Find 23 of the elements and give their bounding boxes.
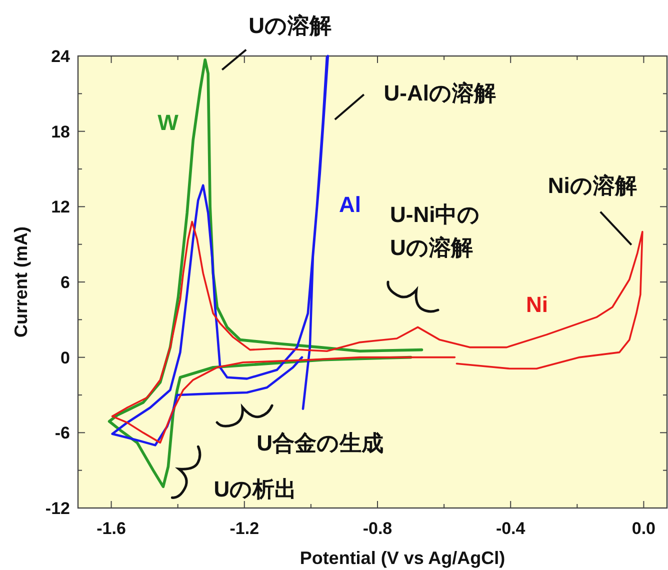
x-tick-label: -0.4 [496,519,526,538]
series-label: W [158,110,179,135]
annotation: Niの溶解 [548,172,637,198]
series-label: Al [339,192,361,217]
annotation: U-Ni中の Uの溶解 [390,202,480,260]
y-tick-label: 0 [60,348,70,368]
y-tick-label: 12 [51,198,70,217]
y-axis-title: Current (mA) [11,226,31,338]
annotation: Uの溶解 [248,12,332,38]
x-tick-label: -1.6 [96,519,126,538]
y-tick-label: 6 [60,273,70,292]
annotation: U-Alの溶解 [384,80,496,106]
x-axis-title: Potential (V vs Ag/AgCl) [300,548,506,568]
series-label: Ni [526,292,548,317]
y-tick-label: -12 [45,499,70,518]
y-tick-label: -6 [54,424,70,443]
annotation: Uの析出 [214,476,297,502]
x-tick-label: -1.2 [230,519,260,538]
y-tick-label: 24 [51,47,71,66]
y-tick-label: 18 [51,122,70,142]
x-tick-label: -0.8 [362,519,392,538]
annotation: U合金の生成 [256,430,384,456]
x-tick-label: 0.0 [632,519,656,538]
